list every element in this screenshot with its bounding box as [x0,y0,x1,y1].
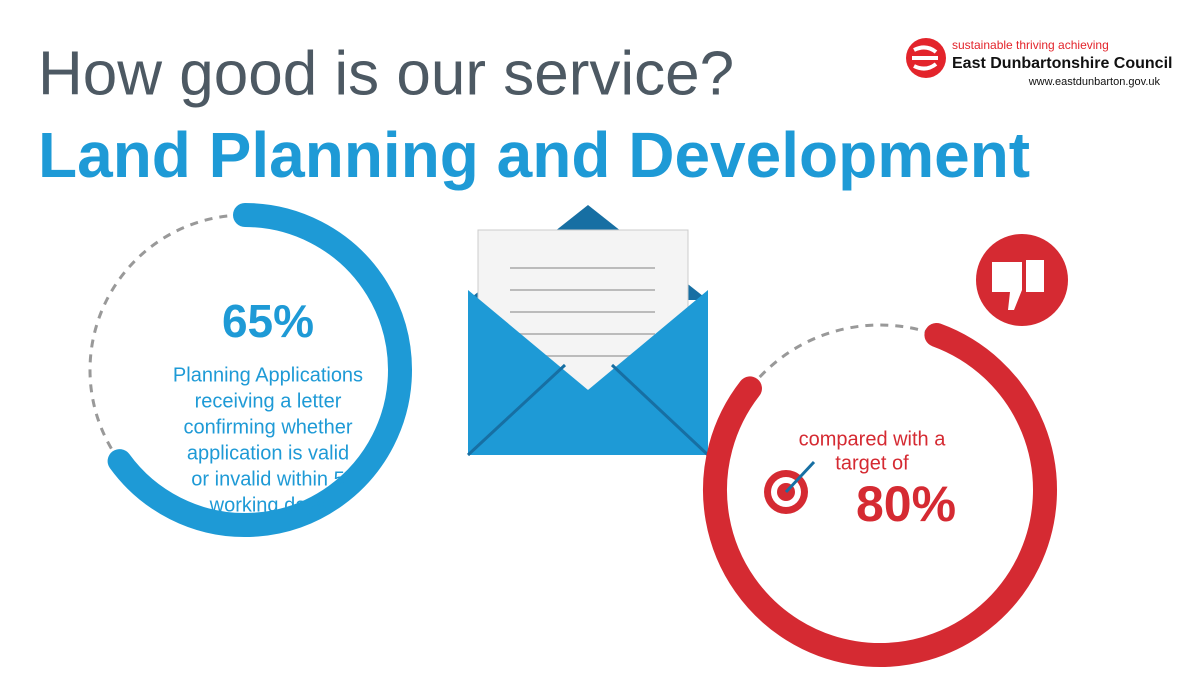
target-text: compared with a [799,428,947,450]
thumbs-down [976,234,1068,326]
performance-description: confirming whether [184,416,353,438]
ring-rest [88,213,246,462]
envelope [466,205,710,457]
performance-description: receiving a letter [195,390,342,412]
logo-name: East Dunbartonshire Council [952,55,1172,72]
performance-description: Planning Applications [173,364,363,386]
title: How good is our service? [38,39,734,108]
target-arrow [784,460,816,494]
subtitle: Land Planning and Development [38,119,1030,191]
performance-ring [88,203,412,537]
thumb-cuff [1026,260,1044,292]
envelope-front [468,290,708,455]
performance-value: 65% [222,295,314,347]
ring-rest [748,323,937,390]
performance-description: or invalid within 5 [191,468,344,490]
logo-url: www.eastdunbarton.gov.uk [1028,76,1161,88]
target-text: target of [835,452,909,474]
performance-description: application is valid [187,442,349,464]
target-icon [764,460,816,514]
logo: sustainable thriving achieving East Dunb… [906,38,1172,88]
performance-description: working days [209,494,327,516]
logo-e [912,45,938,71]
logo-tagline: sustainable thriving achieving [952,38,1109,52]
ring-arc [703,322,1057,667]
target-ring [703,322,1057,667]
thumb [992,262,1022,310]
target-value: 80% [856,476,956,532]
envelope-folds [466,363,710,457]
ring-arc [107,203,412,537]
